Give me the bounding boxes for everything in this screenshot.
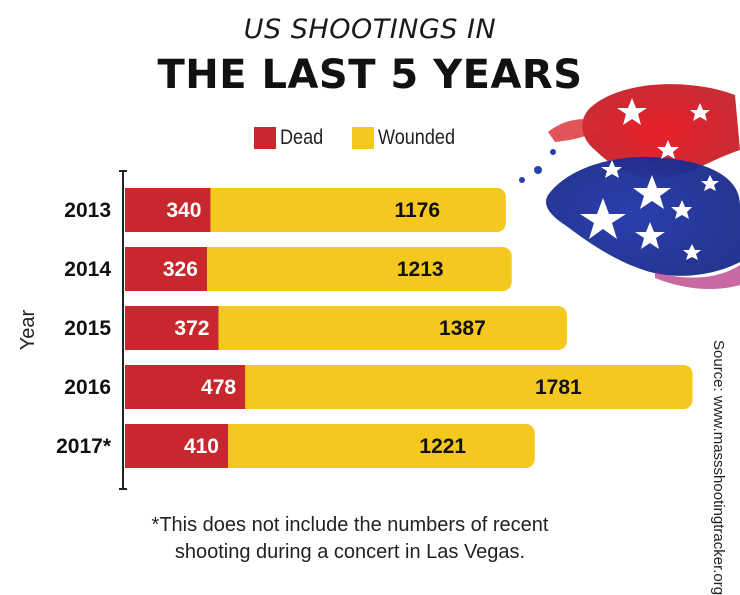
source-note: Source: www.massshootingtracker.org (710, 340, 727, 595)
bar-wounded (125, 306, 567, 350)
footnote-line2: shooting during a concert in Las Vegas. (174, 541, 526, 563)
star-icon (580, 198, 626, 239)
footnote-line1: *This does not include the numbers of re… (151, 514, 549, 536)
data-label-dead: 372 (174, 317, 209, 340)
legend-item-wounded: Wounded (352, 126, 468, 150)
data-label-dead: 478 (201, 376, 236, 399)
blue-dot (534, 166, 542, 174)
flag-decoration (519, 84, 740, 290)
y-tick-label: 2013 (64, 199, 111, 222)
data-label-wounded: 1176 (394, 199, 440, 222)
star-icons (580, 98, 719, 260)
star-icon (690, 103, 710, 121)
star-icon (601, 160, 622, 178)
star-icon (633, 175, 671, 209)
star-icon (701, 175, 719, 191)
legend-swatch-wounded (352, 127, 375, 149)
source-wrap: Source: www.massshootingtracker.org (710, 340, 740, 595)
y-tick-label: 2016 (64, 376, 111, 399)
bar-dead (125, 365, 246, 409)
legend-item-dead: Dead (254, 126, 330, 150)
bar-dead (125, 306, 219, 350)
bar-dead (125, 188, 211, 232)
infographic: US SHOOTINGS IN THE LAST 5 YEARS Dead Wo… (17, 14, 740, 595)
star-icon (617, 98, 647, 125)
star-icon (671, 200, 692, 219)
footnote: *This does not include the numbers of re… (130, 512, 570, 566)
legend-swatch-dead (254, 127, 276, 149)
blue-dot (519, 177, 525, 183)
legend-label-wounded: Wounded (378, 126, 456, 149)
data-label-dead: 410 (184, 435, 219, 458)
data-label-dead: 340 (166, 199, 201, 222)
bar-chart: Year 2013 340 1176 2014 326 1213 2015 372 1387 201… (17, 170, 693, 490)
bar-wounded (125, 365, 693, 409)
data-label-wounded: 1213 (397, 258, 444, 281)
blue-dot (550, 149, 556, 155)
flag-purple-edge (655, 265, 740, 290)
legend: Dead Wounded (254, 125, 490, 151)
bar-wounded (125, 247, 512, 291)
y-tick-label: 2017* (56, 435, 112, 458)
star-icon (683, 244, 701, 260)
data-label-wounded: 1221 (419, 435, 466, 458)
y-tick-label: 2015 (64, 317, 111, 340)
bar-dead (125, 424, 229, 468)
y-axis-label: Year (17, 309, 39, 350)
y-tick-label: 2014 (64, 258, 111, 281)
chart-title-line1: US SHOOTINGS IN (243, 14, 497, 45)
star-icon (635, 222, 665, 249)
star-icon (657, 140, 679, 159)
chart-title-line2: THE LAST 5 YEARS (157, 52, 583, 98)
data-label-wounded: 1781 (535, 376, 582, 399)
data-label-wounded: 1387 (439, 317, 486, 340)
bar-dead (125, 247, 207, 291)
bar-wounded (125, 188, 506, 232)
legend-label-dead: Dead (280, 126, 324, 149)
flag-red-streak (548, 119, 605, 142)
data-label-dead: 326 (163, 258, 198, 281)
